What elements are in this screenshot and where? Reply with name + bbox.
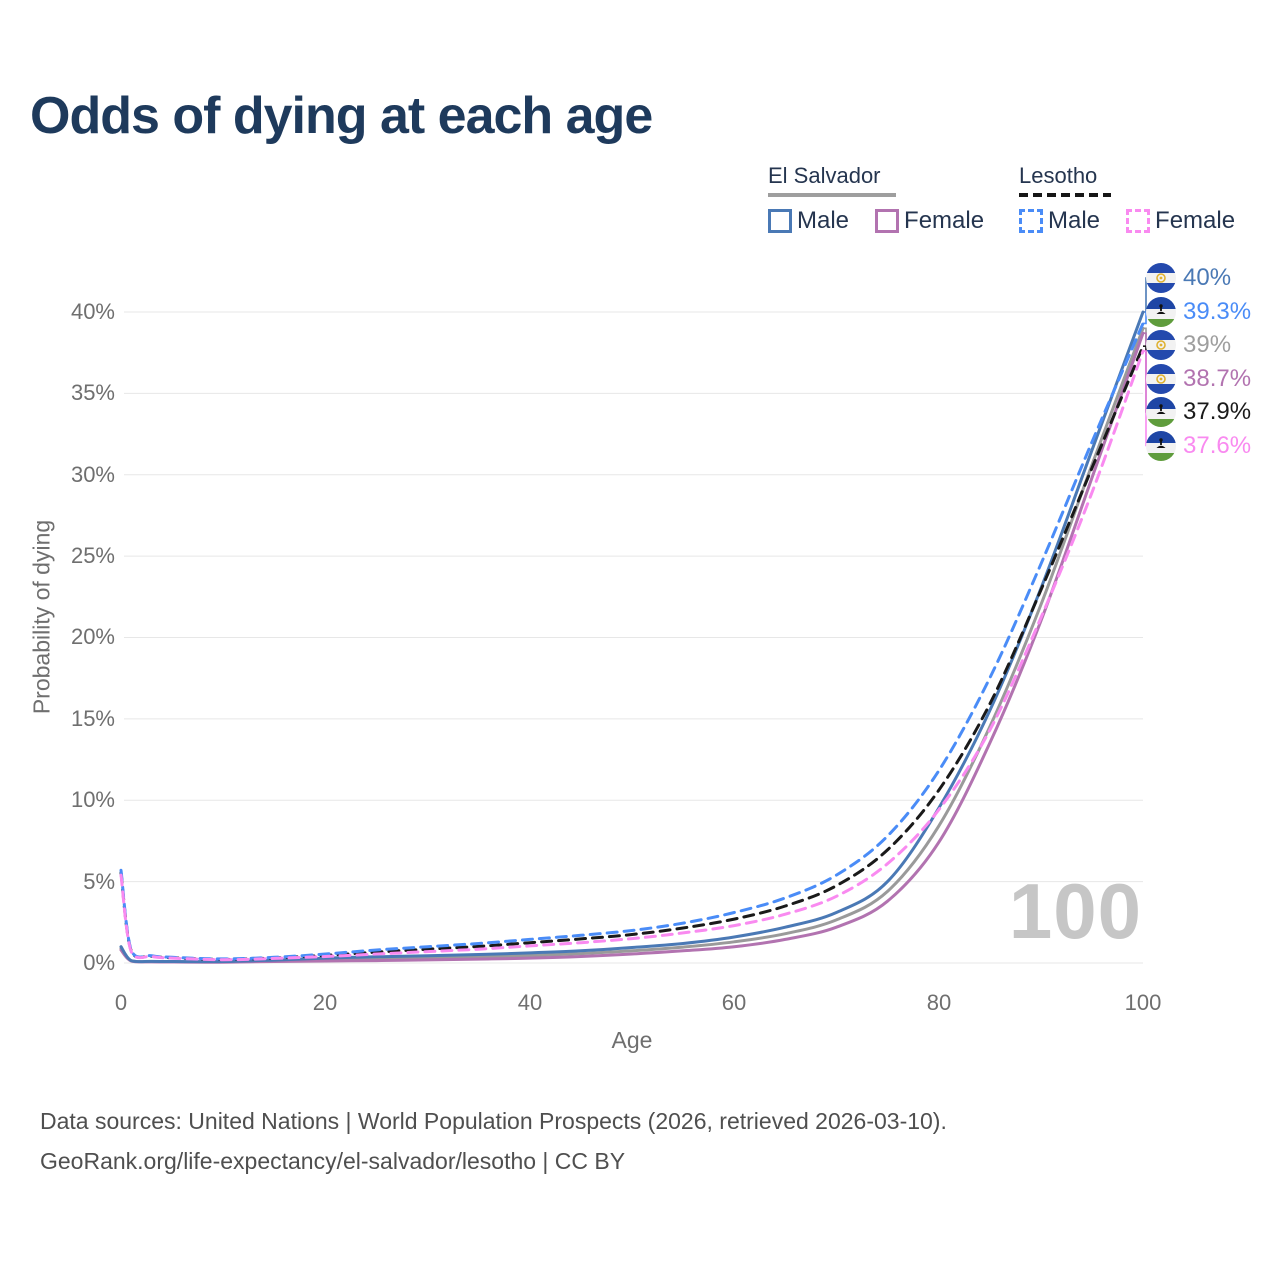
series-el-salvador-male	[119, 310, 1145, 964]
legend-item-el-salvador-male[interactable]: Male	[768, 207, 849, 235]
y-tick-15: 15%	[70, 706, 115, 731]
age-cursor-watermark: 100	[1008, 867, 1142, 955]
lesotho-line-style-icon	[1019, 193, 1111, 197]
x-tick-80: 80	[926, 990, 952, 1015]
y-tick-0: 0%	[83, 950, 115, 975]
page-title: Odds of dying at each age	[30, 87, 653, 145]
series-el-salvador-female	[119, 331, 1145, 964]
data-sources-line: Data sources: United Nations | World Pop…	[40, 1108, 947, 1134]
end-label-lesotho-all: 37.9%	[1146, 395, 1251, 429]
end-label-value: 40%	[1183, 264, 1232, 291]
male-color-swatch	[1019, 209, 1043, 233]
y-axis-label: Probability of dying	[28, 519, 55, 715]
end-label-el-salvador-male: 40%	[1146, 261, 1231, 295]
y-tick-25: 25%	[70, 543, 115, 568]
series-lesotho-male	[119, 321, 1145, 961]
legend-item-el-salvador-female[interactable]: Female	[875, 207, 984, 235]
lesotho-flag-icon	[1146, 431, 1176, 461]
el-salvador-flag-icon	[1146, 263, 1176, 293]
y-tick-5: 5%	[83, 869, 115, 894]
x-tick-0: 0	[114, 990, 128, 1015]
lesotho-flag-icon	[1146, 297, 1176, 327]
y-tick-30: 30%	[70, 462, 115, 487]
legend-group-el-salvador: El Salvador Male Female	[768, 163, 984, 235]
x-tick-20: 20	[312, 990, 338, 1015]
legend-items: Male Female	[1019, 207, 1235, 235]
legend-item-lesotho-male[interactable]: Male	[1019, 207, 1100, 235]
x-tick-40: 40	[517, 990, 543, 1015]
legend-item-label: Male	[797, 207, 850, 234]
legend-group-label: El Salvador	[768, 163, 881, 188]
male-color-swatch	[768, 209, 792, 233]
series-el-salvador-all	[119, 326, 1145, 964]
end-label-value: 38.7%	[1183, 365, 1252, 392]
y-tick-10: 10%	[70, 787, 115, 812]
x-tick-60: 60	[721, 990, 747, 1015]
female-color-swatch	[1126, 209, 1151, 233]
end-label-value: 39.3%	[1183, 298, 1252, 325]
series-lesotho-female	[119, 349, 1145, 962]
legend-item-label: Female	[1155, 207, 1236, 234]
legend-group-lesotho: Lesotho Male Female	[1019, 163, 1235, 235]
el-salvador-line-style-icon	[768, 193, 896, 197]
legend-item-label: Female	[904, 207, 985, 234]
attribution-line: GeoRank.org/life-expectancy/el-salvador/…	[40, 1148, 626, 1174]
end-label-el-salvador-all: 39%	[1146, 328, 1231, 362]
y-tick-35: 35%	[70, 380, 115, 405]
el-salvador-flag-icon	[1146, 364, 1176, 394]
el-salvador-flag-icon	[1146, 330, 1176, 360]
y-tick-40: 40%	[70, 299, 115, 324]
legend-items: Male Female	[768, 207, 984, 235]
end-label-value: 37.6%	[1183, 432, 1252, 459]
female-color-swatch	[875, 209, 900, 233]
end-label-lesotho-male: 39.3%	[1146, 295, 1251, 329]
legend-item-label: Male	[1048, 207, 1101, 234]
lesotho-flag-icon	[1146, 397, 1176, 427]
end-label-value: 37.9%	[1183, 398, 1252, 425]
x-tick-100: 100	[1124, 990, 1162, 1015]
end-label-el-salvador-female: 38.7%	[1146, 362, 1251, 396]
legend-group-label: Lesotho	[1019, 163, 1098, 188]
legend-item-lesotho-female[interactable]: Female	[1126, 207, 1235, 235]
end-label-lesotho-female: 37.6%	[1146, 429, 1251, 463]
y-tick-20: 20%	[70, 624, 115, 649]
series-lesotho-all	[119, 344, 1145, 961]
end-label-value: 39%	[1183, 331, 1232, 358]
x-axis-label: Age	[611, 1027, 653, 1053]
